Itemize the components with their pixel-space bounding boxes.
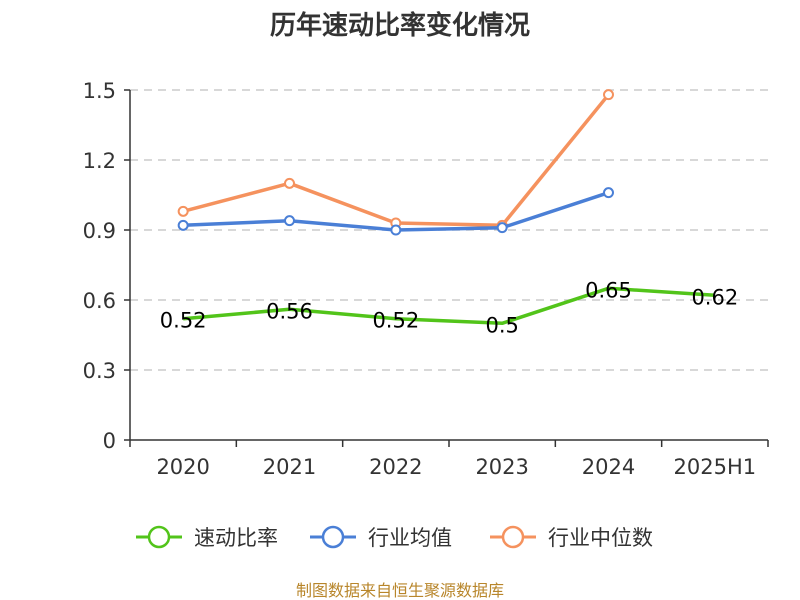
y-tick-label: 0.3: [83, 359, 116, 383]
legend-label: 速动比率: [194, 526, 278, 550]
data-point: [603, 89, 614, 101]
legend-marker: [147, 525, 171, 549]
x-tick-label: 2025H1: [674, 455, 757, 479]
data-point: [284, 177, 295, 189]
legend-label: 行业均值: [368, 526, 452, 550]
data-point: [390, 224, 402, 236]
data-point: [496, 222, 508, 234]
legend-marker: [501, 525, 525, 549]
legend-label: 行业中位数: [548, 526, 653, 550]
data-point: [603, 187, 614, 199]
y-tick-label: 0.6: [83, 289, 116, 313]
series-layer: [177, 89, 715, 326]
axes: 0 0.3 0.6 0.9 1.2 1.5 2020 2021 2022 2023 2024 2025…: [83, 79, 769, 479]
data-label: 0.62: [691, 285, 738, 309]
y-tick-label: 0: [103, 429, 116, 453]
x-tick-label: 2022: [369, 455, 422, 479]
legend: 速动比率 行业均值 行业中位数: [136, 525, 653, 550]
data-label: 0.56: [266, 299, 313, 323]
series-line: [183, 286, 715, 326]
data-label: 0.65: [585, 278, 632, 302]
data-point: [284, 215, 295, 227]
legend-marker: [321, 525, 345, 549]
x-tick-label: 2020: [156, 455, 209, 479]
data-point: [177, 219, 189, 231]
y-tick-label: 0.9: [83, 219, 116, 243]
data-label: 0.52: [372, 309, 419, 333]
y-tick-label: 1.5: [83, 79, 116, 103]
data-point: [177, 205, 189, 217]
data-label: 0.52: [160, 309, 207, 333]
x-tick-label: 2023: [475, 455, 528, 479]
x-tick-label: 2024: [582, 455, 635, 479]
x-tick-label: 2021: [263, 455, 316, 479]
data-label: 0.5: [485, 313, 518, 337]
data-labels: 0.52 0.56 0.52 0.5 0.65 0.62: [160, 278, 738, 337]
source-note: 制图数据来自恒生聚源数据库: [296, 581, 504, 600]
chart-title: 历年速动比率变化情况: [270, 10, 530, 41]
y-tick-label: 1.2: [83, 149, 116, 173]
